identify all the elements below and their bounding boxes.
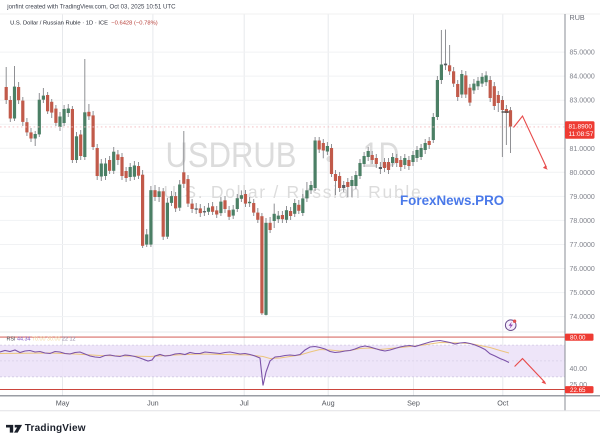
svg-text:May: May: [56, 398, 70, 407]
svg-text:74.0000: 74.0000: [570, 314, 595, 321]
svg-text:RUB: RUB: [570, 13, 585, 22]
svg-text:25.00: 25.00: [570, 382, 588, 389]
svg-text:75.0000: 75.0000: [570, 290, 595, 297]
svg-text:USDRUB: USDRUB: [166, 136, 297, 175]
svg-text:81.8900: 81.8900: [569, 123, 593, 130]
svg-text:U.S. Dollar / Russian Ruble: U.S. Dollar / Russian Ruble: [164, 182, 423, 202]
svg-text:80.00: 80.00: [570, 334, 586, 341]
svg-text:84.0000: 84.0000: [570, 74, 595, 81]
svg-text:Aug: Aug: [322, 398, 335, 407]
svg-text:Jul: Jul: [240, 398, 250, 407]
svg-text:Jun: Jun: [147, 398, 159, 407]
svg-text:76.0000: 76.0000: [570, 266, 595, 273]
svg-text:85.0000: 85.0000: [570, 50, 595, 57]
svg-text:81.0000: 81.0000: [570, 146, 595, 153]
svg-text:77.0000: 77.0000: [570, 242, 595, 249]
svg-text:ForexNews.PRO: ForexNews.PRO: [400, 193, 504, 208]
svg-text:40.00: 40.00: [570, 366, 588, 373]
svg-text:TradingView: TradingView: [25, 423, 86, 434]
svg-text:jonfint created with TradingVi: jonfint created with TradingView.com, Oc…: [6, 4, 176, 11]
svg-text:83.0000: 83.0000: [570, 98, 595, 105]
svg-text:11:08:57: 11:08:57: [569, 131, 594, 138]
svg-text:78.0000: 78.0000: [570, 218, 595, 225]
svg-text:Sep: Sep: [407, 398, 420, 407]
svg-text:RSI 44.34 70.00 30.00 22 12: RSI 44.34 70.00 30.00 22 12: [7, 337, 76, 343]
svg-text:22.65: 22.65: [570, 387, 586, 394]
svg-text:U.S. Dollar / Russian Ruble ·: U.S. Dollar / Russian Ruble · 1D · ICE −…: [10, 20, 158, 26]
svg-text:Oct: Oct: [497, 398, 508, 407]
svg-text:80.0000: 80.0000: [570, 170, 595, 177]
svg-text:79.0000: 79.0000: [570, 194, 595, 201]
